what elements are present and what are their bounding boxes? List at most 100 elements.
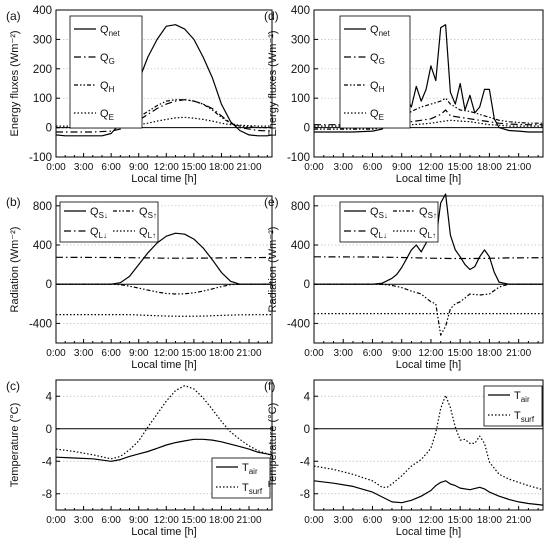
x-tick-label: 12:00 [154, 515, 179, 526]
x-tick-label: 6:00 [101, 515, 121, 526]
y-tick-label: 400 [33, 5, 52, 17]
y-tick-label: 0 [46, 279, 52, 291]
x-tick-label: 15:00 [181, 348, 206, 359]
y-tick-label: 0 [46, 424, 52, 436]
x-tick-label: 3:00 [74, 348, 94, 359]
y-tick-label: 300 [291, 34, 310, 46]
legend-box [339, 201, 439, 243]
legend: QS↓QL↓QS↑QL↑ [59, 201, 159, 243]
y-axis-label: Energy fluxes (Wm⁻²) [267, 30, 279, 136]
panel-letter: (f) [264, 379, 275, 393]
x-tick-label: 12:00 [154, 348, 179, 359]
y-tick-label: 800 [291, 201, 310, 213]
panel-letter: (e) [264, 195, 279, 209]
series-line-Q-H [314, 97, 543, 130]
x-axis-label: Local time [h] [396, 359, 461, 371]
series-line-T-surf [313, 394, 544, 491]
y-tick-label: 800 [33, 201, 52, 213]
chart-panel-f: -8 -4 0 4 0:00 3:00 6:00 9:00 12:00 15:00 18:00 21:… [264, 379, 544, 538]
legend-box [483, 385, 543, 427]
panel-letter: (a) [6, 9, 21, 23]
y-tick-label: 0 [304, 279, 310, 291]
y-tick-label: 100 [33, 93, 52, 105]
y-tick-label: 0 [304, 424, 310, 436]
series-line-Q-L [56, 314, 273, 317]
plot-frame [55, 9, 273, 158]
plot-frame [313, 195, 544, 344]
x-tick-label: 6:00 [363, 348, 383, 359]
x-tick-label: 12:00 [418, 515, 443, 526]
plot-frame [55, 195, 273, 344]
x-tick-label: 3:00 [333, 162, 353, 173]
x-axis-label: Local time [h] [396, 526, 461, 538]
panel-letter: (c) [6, 379, 20, 393]
y-tick-label: 200 [291, 64, 310, 76]
x-tick-label: 6:00 [363, 515, 383, 526]
x-tick-label: 6:00 [101, 348, 121, 359]
series-line-T-air [55, 438, 273, 462]
legend-box [211, 457, 271, 499]
series-line-T-air [313, 480, 544, 506]
x-tick-label: 3:00 [74, 515, 94, 526]
x-tick-label: 12:00 [418, 162, 443, 173]
x-axis-label: Local time [h] [131, 526, 196, 538]
y-tick-label: 400 [33, 240, 52, 252]
legend-box [339, 15, 411, 129]
x-tick-label: 0:00 [304, 515, 324, 526]
y-tick-label: 200 [33, 64, 52, 76]
y-tick-label: 4 [46, 391, 53, 403]
x-tick-label: 0:00 [46, 162, 66, 173]
chart-panel-d: -100 0 100 200 300 400 0:00 3:00 6:00 9:00 12:00 15… [264, 5, 544, 185]
series-line-Q-net [55, 24, 273, 137]
y-axis-label: Temperature (°C) [9, 403, 21, 487]
y-tick-label: 0 [304, 123, 310, 135]
y-tick-label: 4 [304, 391, 311, 403]
x-tick-label: 15:00 [448, 348, 473, 359]
series-line-Q-L [313, 256, 544, 260]
x-tick-label: 15:00 [181, 515, 206, 526]
y-axis-label: Radiation (Wm⁻²) [9, 227, 21, 313]
y-tick-label: 400 [291, 5, 310, 17]
x-tick-label: 21:00 [237, 162, 262, 173]
x-axis-label: Local time [h] [131, 359, 196, 371]
y-tick-label: 100 [291, 93, 310, 105]
chart-panel-c: -8 -4 0 4 0:00 3:00 6:00 9:00 12:00 15:00 18:00 21:… [6, 379, 273, 538]
x-tick-label: 0:00 [304, 162, 324, 173]
y-tick-label: -8 [42, 489, 52, 501]
series-line-T-surf [55, 385, 273, 460]
y-axis-label: Radiation (Wm⁻²) [267, 227, 279, 313]
series-line-Q-S [314, 193, 543, 285]
x-tick-label: 12:00 [154, 162, 179, 173]
series-line-Q-S [56, 232, 272, 285]
panel-letter: (d) [264, 9, 279, 23]
chart-panel-a: -100 0 100 200 300 400 0:00 3:00 6:00 9:00 12:00 15… [6, 5, 273, 185]
y-tick-label: -400 [29, 318, 52, 330]
x-tick-label: 21:00 [506, 515, 531, 526]
series-line-Q-S [314, 283, 543, 336]
x-tick-label: 3:00 [333, 515, 353, 526]
plot-frame [313, 9, 544, 158]
x-tick-label: 0:00 [304, 348, 324, 359]
chart-panel-e: -400 0 400 800 0:00 3:00 6:00 9:00 12:00 15:00 18:… [264, 193, 544, 371]
y-tick-label: 0 [46, 123, 52, 135]
x-tick-label: 18:00 [477, 162, 502, 173]
x-tick-label: 18:00 [209, 515, 234, 526]
x-tick-label: 18:00 [477, 348, 502, 359]
x-tick-label: 21:00 [506, 162, 531, 173]
x-axis-label: Local time [h] [131, 173, 196, 185]
y-axis-label: Temperature (°C) [267, 403, 279, 487]
x-tick-label: 15:00 [181, 162, 206, 173]
x-tick-label: 12:00 [418, 348, 443, 359]
x-tick-label: 9:00 [129, 515, 149, 526]
x-axis-label: Local time [h] [396, 173, 461, 185]
y-tick-label: -8 [300, 489, 310, 501]
x-tick-label: 21:00 [237, 515, 262, 526]
x-tick-label: 9:00 [392, 348, 412, 359]
x-tick-label: 21:00 [237, 348, 262, 359]
legend-box [69, 15, 143, 129]
x-tick-label: 15:00 [448, 515, 473, 526]
x-tick-label: 3:00 [333, 348, 353, 359]
x-tick-label: 18:00 [209, 162, 234, 173]
